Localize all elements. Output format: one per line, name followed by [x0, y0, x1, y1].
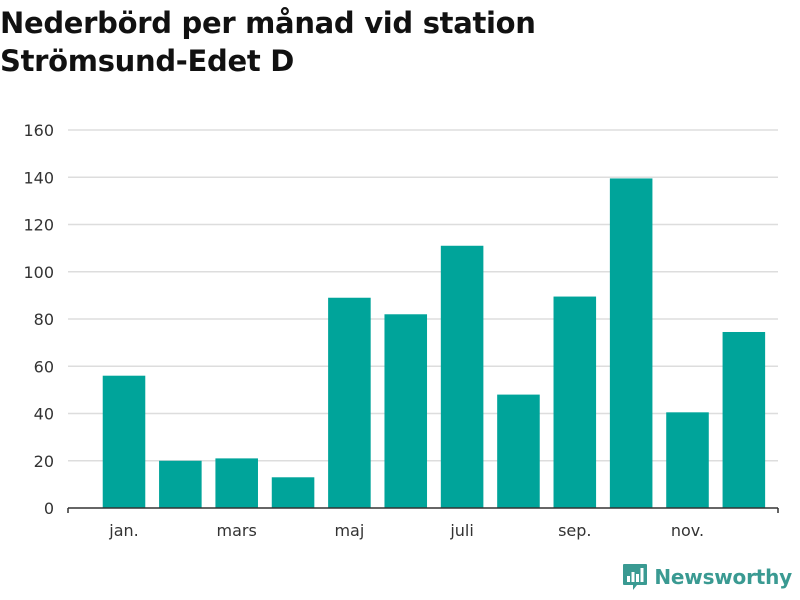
chart-title: Nederbörd per månad vid station Strömsun…	[0, 4, 640, 80]
bar-sep	[553, 296, 597, 508]
x-tick-label: mars	[217, 521, 257, 540]
y-tick-label: 40	[34, 405, 54, 424]
y-tick-label: 60	[34, 357, 54, 376]
bar-nov	[666, 412, 709, 508]
y-tick-label: 80	[34, 310, 54, 329]
x-tick-label: maj	[334, 521, 364, 540]
bar-jan	[102, 375, 146, 508]
y-tick-label: 120	[23, 216, 54, 235]
bar-juli	[440, 245, 484, 508]
bar-dec	[722, 331, 766, 508]
chart-title-line-2: Strömsund-Edet D	[0, 44, 295, 78]
brand-logo: Newsworthy	[622, 562, 792, 592]
bar-apr	[271, 477, 315, 508]
bar-juni	[384, 314, 428, 508]
bar-okt	[609, 178, 653, 508]
bar-mars	[215, 458, 258, 508]
bar-aug	[497, 394, 540, 508]
chart-title-line-1: Nederbörd per månad vid station	[0, 6, 536, 40]
y-tick-label: 140	[23, 168, 54, 187]
y-tick-label: 20	[34, 452, 54, 471]
x-tick-label: sep.	[558, 521, 591, 540]
y-tick-label: 0	[44, 499, 54, 518]
x-tick-label: jan.	[108, 521, 138, 540]
y-tick-label: 100	[23, 263, 54, 282]
brand-name: Newsworthy	[654, 565, 792, 589]
newsworthy-logo-icon	[623, 564, 648, 590]
bar-maj	[328, 297, 371, 508]
x-tick-label: nov.	[671, 521, 704, 540]
bar-feb	[159, 460, 202, 508]
x-tick-label: juli	[449, 521, 473, 540]
y-tick-label: 160	[23, 121, 54, 140]
